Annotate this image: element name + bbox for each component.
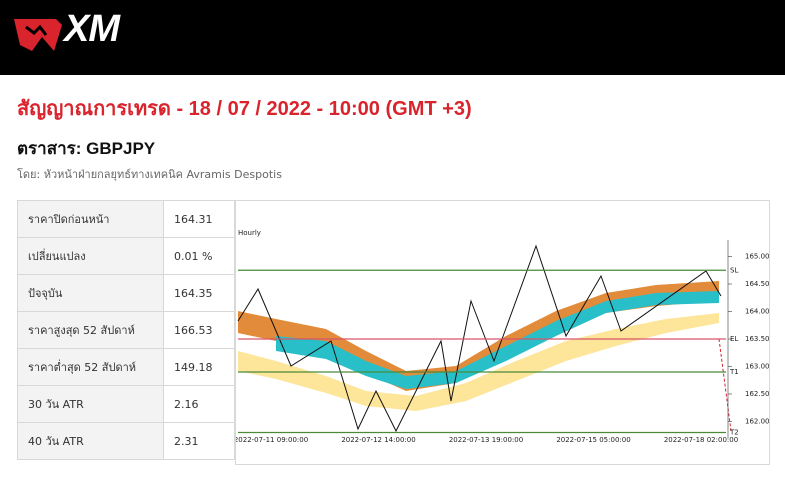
y-tick-label: 163.00 bbox=[745, 363, 770, 371]
level-label: EL bbox=[730, 335, 738, 343]
table-row: เปลี่ยนแปลง 0.01 % bbox=[17, 237, 235, 275]
x-label: 2022-07-18 02:00:00 bbox=[664, 436, 738, 444]
byline: โดย: หัวหน้าฝ่ายกลยุทธ์ทางเทคนิค Avramis… bbox=[17, 168, 282, 181]
stat-value: 164.35 bbox=[163, 274, 235, 312]
y-tick-label: 164.00 bbox=[745, 308, 770, 316]
target-arrow bbox=[718, 338, 732, 432]
stat-value: 2.31 bbox=[163, 422, 235, 460]
instrument: ตราสาร: GBPJPY bbox=[17, 139, 156, 158]
table-row: 40 วัน ATR 2.31 bbox=[17, 422, 235, 460]
stats-table: ราคาปิดก่อนหน้า 164.31 เปลี่ยนแปลง 0.01 % ปั… bbox=[17, 200, 235, 460]
logo: XM bbox=[64, 8, 120, 50]
stat-value: 149.18 bbox=[163, 348, 235, 386]
level-label: T2 bbox=[729, 429, 739, 437]
stat-label: 40 วัน ATR bbox=[17, 422, 164, 460]
zigzag bbox=[237, 244, 722, 433]
table-row: ปัจจุบัน 164.35 bbox=[17, 274, 235, 312]
y-tick-label: 162.00 bbox=[745, 418, 770, 426]
stat-value: 164.31 bbox=[163, 200, 235, 238]
stat-label: ราคาปิดก่อนหน้า bbox=[17, 200, 164, 238]
stat-label: 30 วัน ATR bbox=[17, 385, 164, 423]
top-bar: XM bbox=[0, 0, 785, 75]
x-label: 2022-07-15 05:00:00 bbox=[556, 436, 630, 444]
x-label: 2022-07-13 19:00:00 bbox=[449, 436, 523, 444]
table-row: ราคาต่ำสุด 52 สัปดาห์ 149.18 bbox=[17, 348, 235, 386]
stat-label: เปลี่ยนแปลง bbox=[17, 237, 164, 275]
stat-value: 0.01 % bbox=[163, 237, 235, 275]
y-tick-label: 165.00 bbox=[745, 253, 770, 261]
y-tick-label: 163.50 bbox=[745, 335, 770, 343]
band-teal bbox=[276, 291, 719, 389]
y-tick-label: 164.50 bbox=[745, 280, 770, 288]
y-tick-label: 162.50 bbox=[745, 390, 770, 398]
logo-icon bbox=[14, 19, 62, 51]
table-row: ราคาสูงสุด 52 สัปดาห์ 166.53 bbox=[17, 311, 235, 349]
page-title: สัญญาณการเทรด - 18 / 07 / 2022 - 10:00 (… bbox=[17, 98, 472, 120]
stat-label: ราคาสูงสุด 52 สัปดาห์ bbox=[17, 311, 164, 349]
stat-value: 2.16 bbox=[163, 385, 235, 423]
chart: Hourly 165.00 164.50 164.00 163.50 163.00 162… bbox=[235, 200, 770, 465]
stat-value: 166.53 bbox=[163, 311, 235, 349]
level-label: SL bbox=[730, 266, 738, 274]
stat-label: ปัจจุบัน bbox=[17, 274, 164, 312]
x-label: 2022-07-11 09:00:00 bbox=[235, 436, 308, 444]
x-label: 2022-07-12 14:00:00 bbox=[341, 436, 415, 444]
chart-label: Hourly bbox=[238, 229, 261, 237]
stat-label: ราคาต่ำสุด 52 สัปดาห์ bbox=[17, 348, 164, 386]
band-yellow bbox=[238, 313, 719, 411]
table-row: ราคาปิดก่อนหน้า 164.31 bbox=[17, 200, 235, 238]
table-row: 30 วัน ATR 2.16 bbox=[17, 385, 235, 423]
level-label: T1 bbox=[729, 368, 739, 376]
